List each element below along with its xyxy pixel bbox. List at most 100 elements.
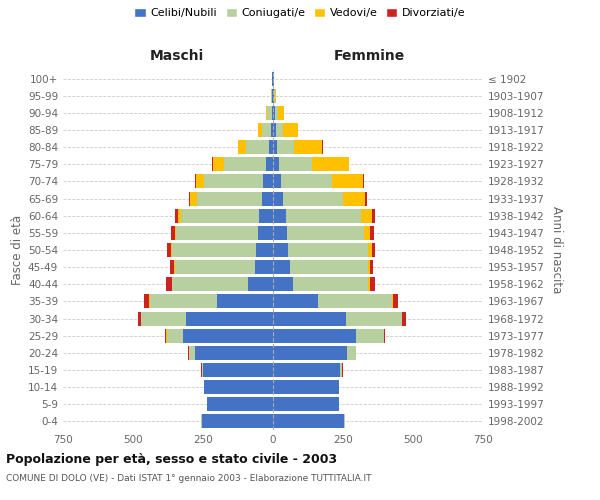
Bar (370, 226, 374, 240)
Bar (275, 88, 276, 102)
Bar (283, 123, 298, 137)
Bar (271, 123, 273, 137)
Bar (266, 158, 273, 172)
Y-axis label: Fasce di età: Fasce di età (11, 215, 24, 285)
Bar (278, 106, 284, 120)
Bar (150, 294, 217, 308)
Bar (273, 123, 276, 137)
Bar (273, 243, 289, 257)
Bar (364, 226, 370, 240)
Bar (273, 398, 339, 411)
Bar (259, 208, 273, 222)
Bar (356, 328, 383, 342)
Bar (273, 260, 290, 274)
Bar (166, 278, 172, 291)
Bar (257, 226, 273, 240)
Bar (184, 328, 273, 342)
Bar (318, 294, 392, 308)
Bar (202, 414, 273, 428)
Bar (281, 174, 332, 188)
Text: COMUNE DI DOLO (VE) - Dati ISTAT 1° gennaio 2003 - Elaborazione TUTTITALIA.IT: COMUNE DI DOLO (VE) - Dati ISTAT 1° genn… (6, 474, 371, 483)
Bar (371, 243, 375, 257)
Bar (361, 208, 373, 222)
Bar (273, 414, 344, 428)
Bar (195, 174, 196, 188)
Bar (312, 158, 349, 172)
Bar (258, 123, 262, 137)
Bar (178, 208, 181, 222)
Bar (172, 243, 256, 257)
Bar (174, 260, 175, 274)
Bar (197, 192, 262, 205)
Bar (392, 294, 393, 308)
Bar (273, 363, 340, 377)
Bar (368, 278, 370, 291)
Bar (271, 88, 272, 102)
Bar (263, 174, 273, 188)
Bar (142, 312, 186, 326)
Bar (194, 346, 273, 360)
Bar (275, 106, 278, 120)
Bar (286, 208, 361, 222)
Bar (332, 174, 362, 188)
Bar (273, 140, 277, 154)
Bar (181, 208, 259, 222)
Bar (256, 243, 273, 257)
Bar (269, 140, 273, 154)
Bar (205, 174, 263, 188)
Text: Popolazione per età, sesso e stato civile - 2003: Popolazione per età, sesso e stato civil… (6, 452, 337, 466)
Bar (238, 140, 247, 154)
Bar (272, 106, 273, 120)
Bar (343, 192, 365, 205)
Bar (189, 346, 194, 360)
Bar (370, 260, 373, 274)
Bar (277, 140, 294, 154)
Bar (175, 208, 178, 222)
Bar (368, 260, 370, 274)
Bar (205, 380, 273, 394)
Bar (207, 398, 273, 411)
Bar (273, 328, 356, 342)
Y-axis label: Anni di nascita: Anni di nascita (550, 206, 563, 294)
Bar (283, 192, 343, 205)
Bar (262, 123, 271, 137)
Bar (290, 260, 368, 274)
Bar (373, 208, 375, 222)
Bar (186, 312, 273, 326)
Bar (362, 174, 364, 188)
Text: Femmine: Femmine (334, 49, 405, 63)
Bar (273, 106, 275, 120)
Bar (143, 294, 149, 308)
Bar (224, 158, 266, 172)
Bar (273, 174, 281, 188)
Bar (365, 192, 367, 205)
Bar (139, 312, 141, 326)
Bar (175, 226, 176, 240)
Bar (167, 328, 184, 342)
Bar (294, 140, 322, 154)
Bar (370, 278, 375, 291)
Bar (276, 123, 283, 137)
Bar (172, 278, 248, 291)
Bar (171, 243, 172, 257)
Bar (175, 260, 255, 274)
Bar (189, 192, 190, 205)
Bar (268, 106, 272, 120)
Bar (247, 140, 269, 154)
Bar (273, 192, 283, 205)
Bar (368, 243, 371, 257)
Bar (340, 363, 343, 377)
Bar (165, 328, 166, 342)
Bar (273, 294, 318, 308)
Bar (171, 226, 175, 240)
Bar (273, 226, 287, 240)
Bar (273, 208, 286, 222)
Bar (196, 174, 205, 188)
Bar (273, 312, 346, 326)
Bar (255, 260, 273, 274)
Bar (170, 260, 174, 274)
Bar (266, 106, 268, 120)
Bar (213, 158, 224, 172)
Bar (273, 380, 339, 394)
Bar (403, 312, 406, 326)
